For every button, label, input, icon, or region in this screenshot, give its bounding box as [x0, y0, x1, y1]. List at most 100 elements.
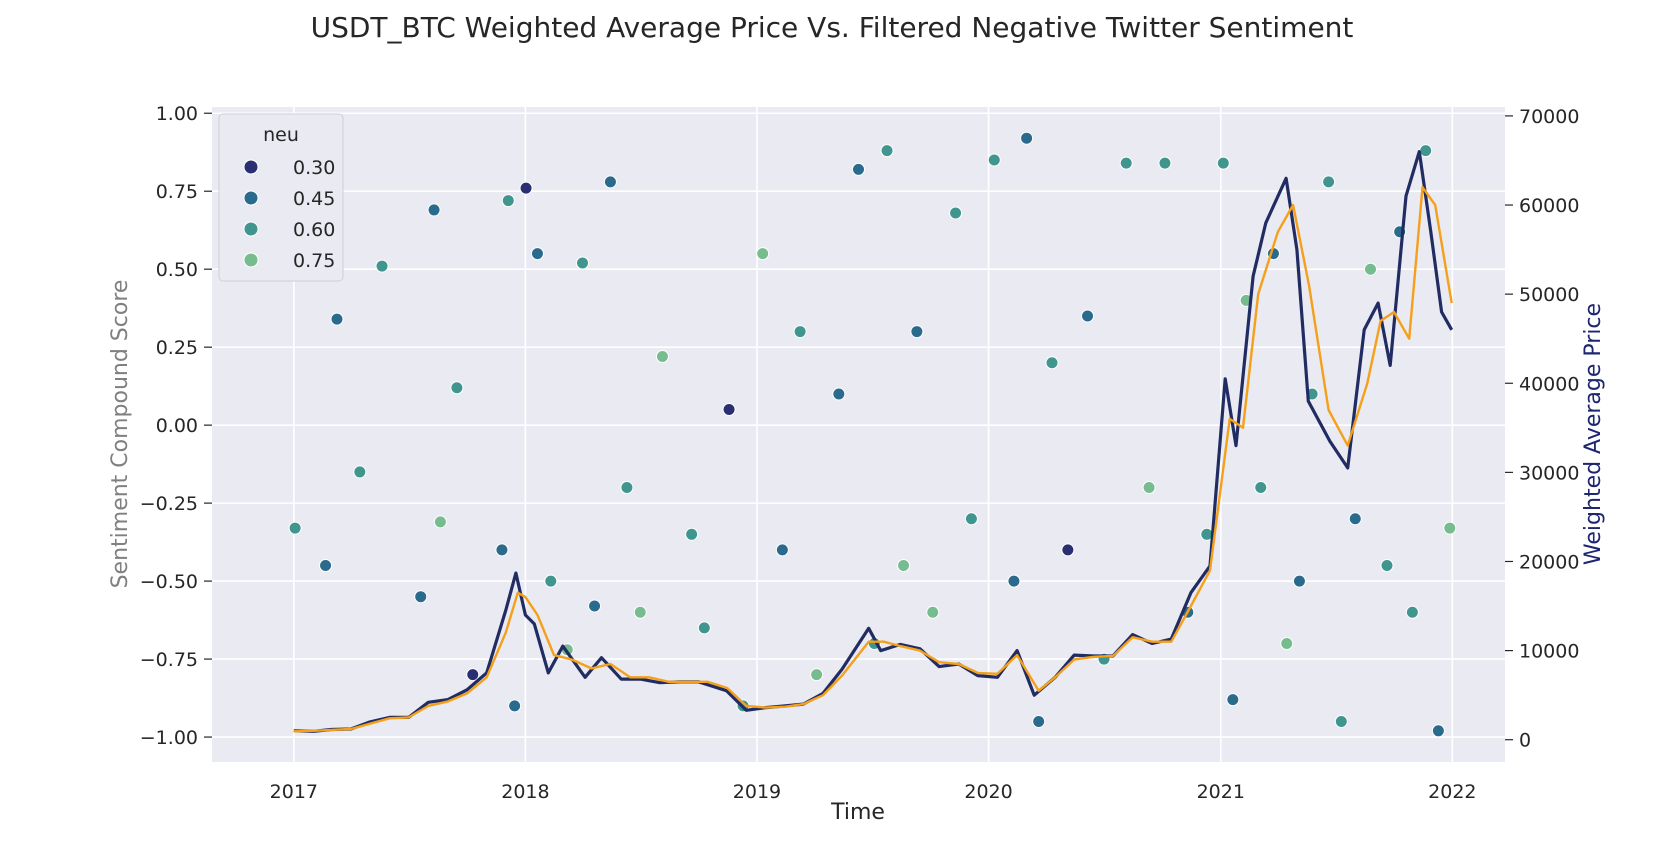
sentiment-point [1405, 605, 1419, 619]
y-tick-label: 0.50 [156, 259, 198, 281]
sentiment-point [697, 621, 711, 635]
sentiment-point [466, 668, 480, 682]
sentiment-point [576, 256, 590, 270]
y2-tick-label: 70000 [1519, 106, 1579, 128]
sentiment-point [1045, 356, 1059, 370]
legend-title: neu [263, 124, 299, 146]
sentiment-point [880, 144, 894, 158]
sentiment-point [1020, 131, 1034, 145]
sentiment-point [1032, 714, 1046, 728]
sentiment-point [949, 206, 963, 220]
y-tick-label: −0.25 [140, 493, 198, 515]
y-tick-label: −0.75 [140, 649, 198, 671]
sentiment-point [852, 162, 865, 176]
sentiment-point [319, 559, 333, 572]
sentiment-point [544, 574, 558, 588]
x-tick-label: 2017 [270, 781, 318, 803]
y2-tick-label: 40000 [1519, 373, 1579, 395]
x-tick-label: 2020 [964, 781, 1012, 803]
y2-tick-label: 0 [1519, 730, 1531, 752]
sentiment-point [495, 543, 509, 557]
moving-average-line [293, 185, 1453, 733]
sentiment-point [1322, 175, 1336, 189]
legend-marker [243, 159, 259, 175]
sentiment-point [433, 515, 447, 529]
moving-average-line-group [293, 185, 1453, 733]
sentiment-point [1363, 262, 1377, 276]
sentiment-point [450, 381, 464, 395]
y-tick-label: 0.00 [156, 415, 198, 437]
sentiment-point [375, 259, 389, 273]
sentiment-point [1216, 156, 1230, 170]
y2-tick-label: 20000 [1519, 551, 1579, 573]
sentiment-point [1119, 156, 1133, 170]
y-tick-label: 0.75 [156, 181, 198, 203]
sentiment-point [810, 668, 824, 682]
sentiment-point [1380, 559, 1394, 572]
sentiment-point [414, 590, 428, 604]
y-axis-ticks: 1.00 0.75 0.50 0.25 0.00 −0.25 −0.50 −0.75 −1.00 [140, 103, 212, 749]
sentiment-point [1158, 156, 1172, 170]
sentiment-point [1292, 574, 1306, 588]
x-axis-label: Time [830, 800, 885, 825]
y2-axis-label: Weighted Average Price [1581, 303, 1606, 565]
sentiment-point [519, 181, 533, 195]
sentiment-point [588, 599, 602, 613]
legend-label: 0.30 [293, 157, 335, 179]
sentiment-point [427, 203, 441, 217]
price-line [293, 150, 1454, 733]
y2-tick-label: 60000 [1519, 195, 1579, 217]
sentiment-point [987, 153, 1001, 167]
y-tick-label: −0.50 [140, 571, 198, 593]
x-axis-ticks: 2017 2018 2019 2020 2021 2022 [270, 781, 1477, 803]
sentiment-point [1419, 144, 1433, 158]
legend-marker [243, 252, 259, 268]
sentiment-point [1431, 724, 1445, 738]
sentiment-point [775, 543, 789, 557]
sentiment-point [685, 527, 699, 541]
scatter-points [288, 131, 1457, 738]
x-tick-label: 2018 [501, 781, 549, 803]
sentiment-point [1334, 714, 1348, 728]
sentiment-point [530, 247, 544, 261]
price-line-group [293, 150, 1454, 733]
sentiment-point [620, 481, 634, 495]
sentiment-point [1007, 574, 1021, 588]
sentiment-point [897, 559, 911, 572]
sentiment-point [1280, 636, 1294, 650]
y2-tick-label: 10000 [1519, 641, 1579, 663]
sentiment-point [1254, 481, 1268, 495]
legend-marker [243, 221, 259, 237]
sentiment-point [655, 350, 669, 364]
sentiment-point [633, 605, 647, 619]
sentiment-point [330, 312, 344, 326]
sentiment-point [1443, 521, 1457, 535]
y-tick-label: 1.00 [156, 103, 198, 125]
y2-tick-label: 50000 [1519, 284, 1579, 306]
sentiment-point [603, 175, 617, 189]
sentiment-point [508, 699, 522, 713]
x-tick-label: 2019 [733, 781, 781, 803]
sentiment-point [926, 605, 940, 619]
sentiment-point [1061, 543, 1075, 557]
sentiment-point [756, 247, 770, 261]
sentiment-point [793, 325, 807, 339]
y-tick-label: 0.25 [156, 337, 198, 359]
legend: neu 0.30 0.45 0.60 0.75 [218, 113, 344, 282]
grid-lines [212, 107, 1505, 762]
sentiment-point [964, 512, 978, 526]
legend-label: 0.60 [293, 219, 335, 241]
sentiment-point [722, 403, 736, 417]
sentiment-point [501, 194, 515, 208]
legend-entries: 0.30 0.45 0.60 0.75 [243, 157, 335, 272]
x-tick-label: 2021 [1197, 781, 1245, 803]
sentiment-point [1226, 693, 1240, 707]
sentiment-point [353, 465, 367, 479]
x-tick-label: 2022 [1428, 781, 1476, 803]
y2-axis-ticks: 70000 60000 50000 40000 30000 20000 10000 0 [1505, 106, 1579, 752]
legend-label: 0.75 [293, 250, 335, 272]
legend-box [218, 113, 344, 282]
y-tick-label: −1.00 [140, 727, 198, 749]
chart-title: USDT_BTC Weighted Average Price Vs. Filt… [311, 11, 1354, 44]
